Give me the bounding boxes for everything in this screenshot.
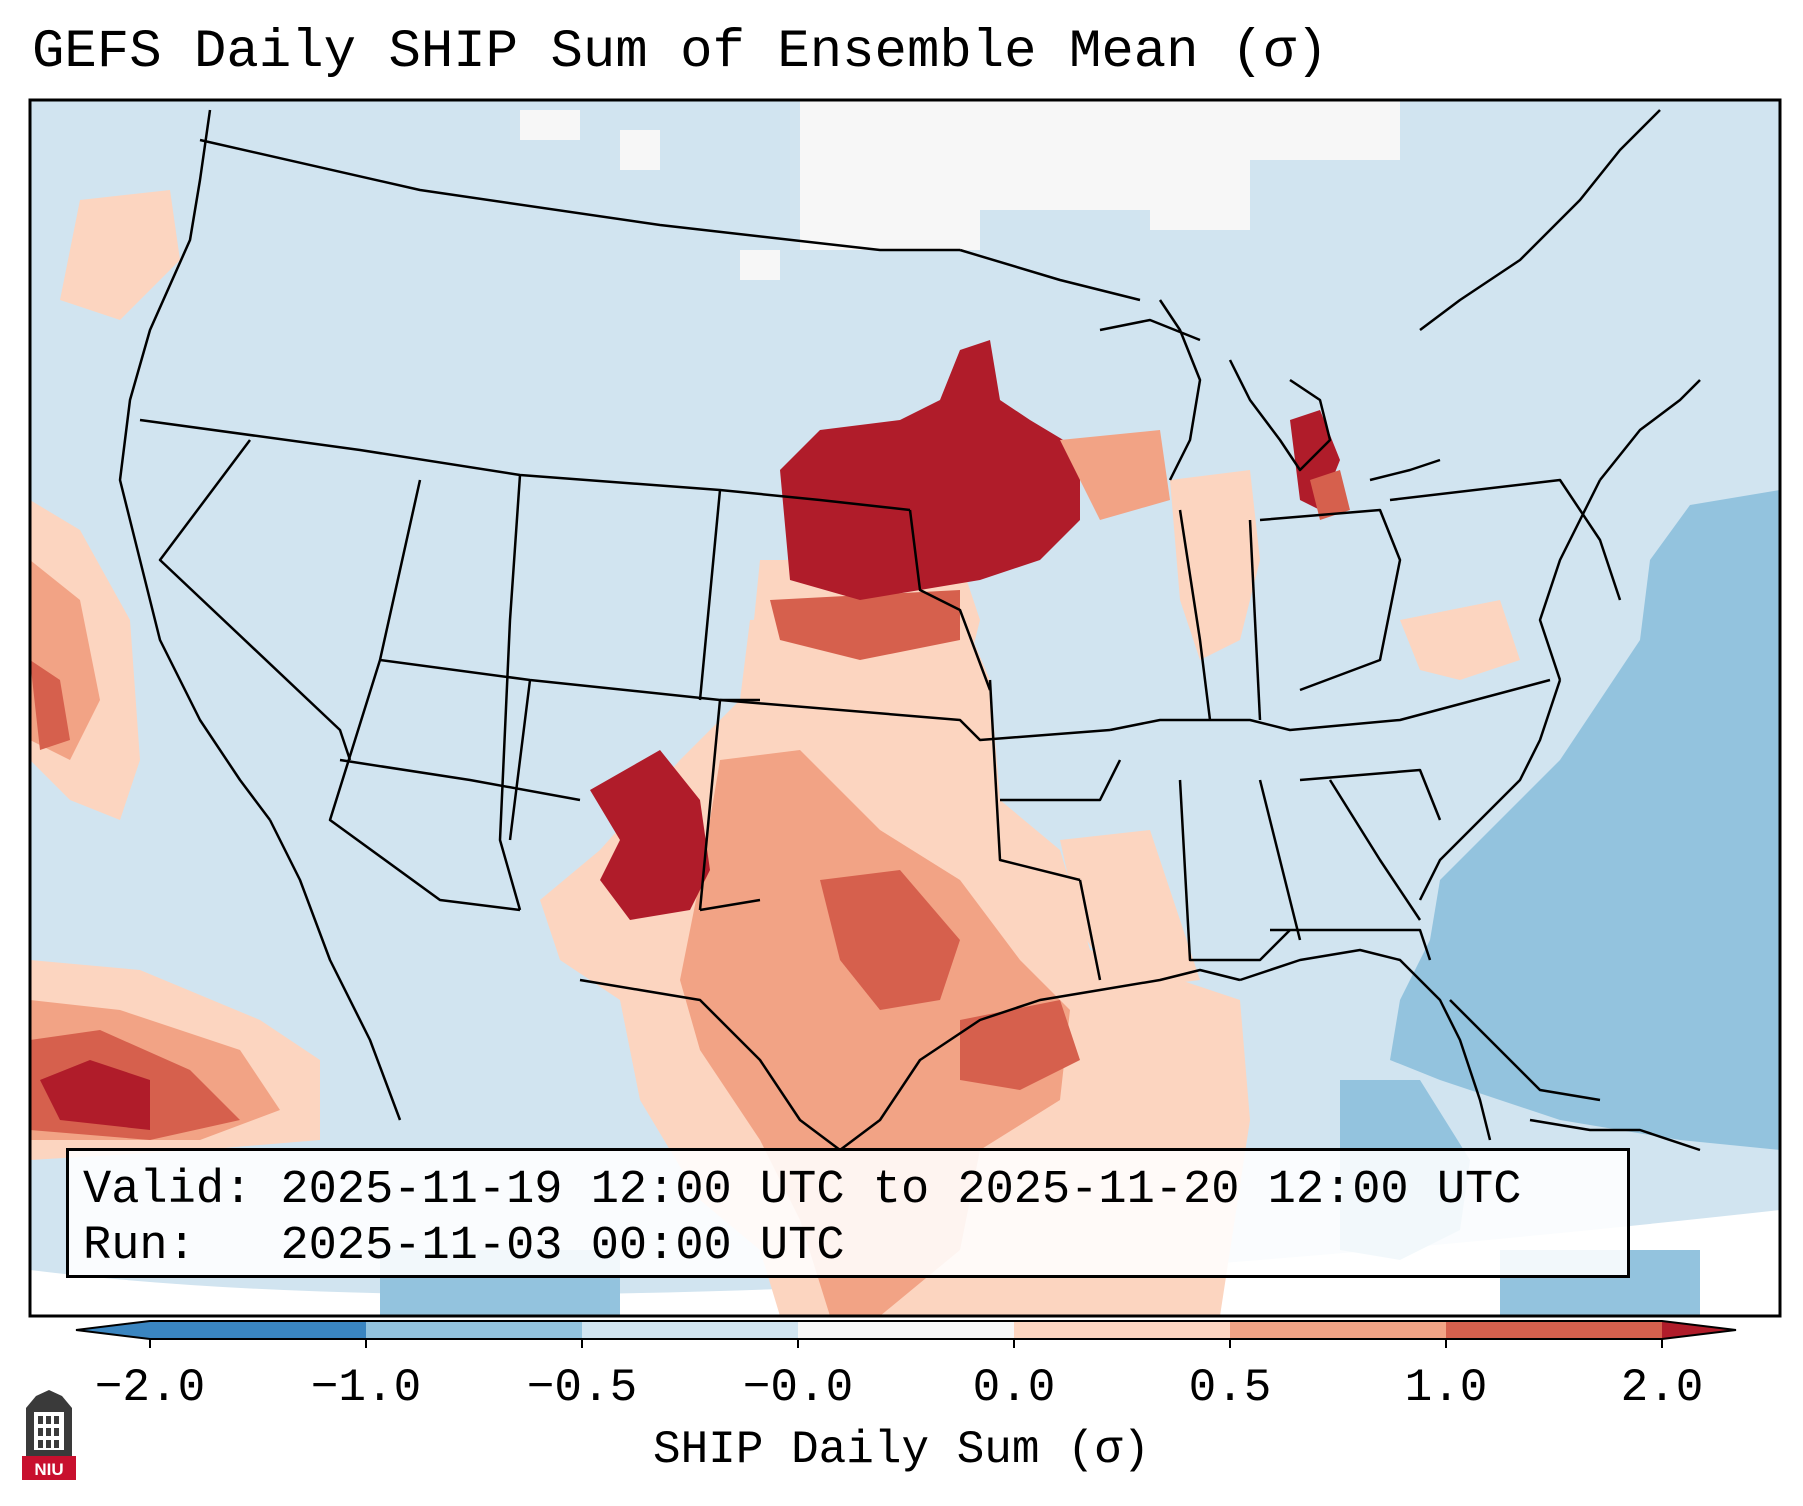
map-frame [28, 98, 1782, 1318]
colorbar-tick-label: 0.5 [1188, 1362, 1272, 1414]
colorbar-bin-4 [798, 1321, 1014, 1339]
info-box: Valid: 2025-11-19 12:00 UTC to 2025-11-2… [66, 1148, 1630, 1278]
colorbar-bin-1 [150, 1321, 366, 1339]
colorbar-tick-label: 2.0 [1620, 1362, 1704, 1414]
niu-logo: NIU [22, 1390, 76, 1480]
colorbar [75, 1320, 1737, 1348]
colorbar-tick-label: −2.0 [94, 1362, 206, 1414]
colorbar-bin-2 [366, 1321, 582, 1339]
colorbar-ticks [149, 1339, 1663, 1348]
colorbar-bin-5 [1014, 1321, 1230, 1339]
colorbar-extend-high [1662, 1321, 1736, 1339]
field-canada-near-zero [520, 100, 1400, 280]
colorbar-bin-3 [582, 1321, 798, 1339]
coastlines [118, 109, 1701, 1152]
colorbar-tick-label: −0.5 [526, 1362, 638, 1414]
map-area [30, 100, 1780, 1316]
colorbar-tick-label: 0.0 [972, 1362, 1056, 1414]
run-label: Run: [83, 1220, 196, 1273]
colorbar-tick-label: −0.0 [742, 1362, 854, 1414]
run-value: 2025-11-03 00:00 UTC [280, 1220, 845, 1273]
projection-edge [30, 1210, 1780, 1316]
valid-label: Valid: [83, 1164, 253, 1217]
field-pacific-positive [30, 190, 320, 1160]
colorbar-bin-7 [1446, 1321, 1662, 1339]
field-atlantic-negative [1390, 490, 1780, 1150]
figure-title: GEFS Daily SHIP Sum of Ensemble Mean (σ) [32, 22, 1329, 83]
colorbar-extend-low [76, 1321, 150, 1339]
state-borders [139, 138, 1622, 981]
colorbar-label: SHIP Daily Sum (σ) [653, 1424, 1150, 1476]
field-mid-atlantic-positive [1400, 600, 1520, 680]
field-upper-midwest [750, 340, 1350, 720]
colorbar-bin-6 [1230, 1321, 1446, 1339]
colorbar-tick-label: −1.0 [310, 1362, 422, 1414]
colorbar-tick-label: 1.0 [1404, 1362, 1488, 1414]
logo-text: NIU [34, 1460, 63, 1479]
valid-value: 2025-11-19 12:00 UTC to 2025-11-20 12:00… [280, 1164, 1522, 1217]
